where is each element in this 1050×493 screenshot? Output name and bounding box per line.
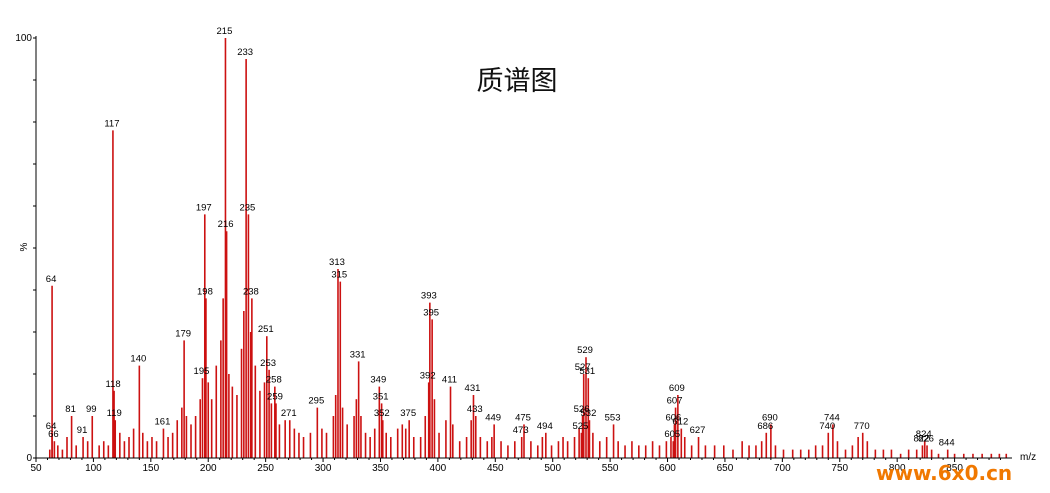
spectrum-peaks bbox=[48, 38, 1008, 458]
y-tick-label-0: 0 bbox=[26, 453, 32, 464]
peak-label-1: 64 bbox=[46, 421, 57, 432]
peak-labels: 6464668191991171181191401611791951971982… bbox=[46, 26, 955, 449]
peak-label-30: 351 bbox=[373, 391, 389, 402]
peak-label-11: 179 bbox=[175, 328, 191, 339]
peak-label-57: 690 bbox=[762, 412, 778, 423]
peak-label-42: 494 bbox=[537, 421, 553, 432]
peak-label-54: 612 bbox=[672, 417, 688, 428]
x-tick-label-16: 850 bbox=[946, 463, 963, 474]
peak-label-32: 375 bbox=[400, 408, 416, 419]
peak-label-20: 251 bbox=[258, 324, 274, 335]
peak-label-8: 119 bbox=[107, 408, 122, 419]
peak-label-62: 824 bbox=[916, 429, 932, 440]
x-tick-label-14: 750 bbox=[831, 463, 848, 474]
peak-label-45: 527 bbox=[575, 362, 591, 373]
x-axis-ticks: 50 100 150 200 250 300 350 400 450 500 550 600 650 70… bbox=[30, 458, 1002, 474]
peak-label-43: 525 bbox=[572, 421, 588, 432]
peak-label-26: 313 bbox=[329, 257, 345, 268]
peak-label-52: 607 bbox=[667, 396, 683, 407]
peak-label-34: 393 bbox=[421, 291, 437, 302]
watermark-text: www.6x0.cn bbox=[876, 461, 1012, 485]
peak-label-38: 433 bbox=[467, 404, 483, 415]
x-tick-label-1: 100 bbox=[85, 463, 102, 474]
peak-label-22: 258 bbox=[266, 375, 282, 386]
peak-label-13: 197 bbox=[196, 202, 212, 213]
peak-label-47: 531 bbox=[579, 366, 595, 377]
peak-label-46: 529 bbox=[577, 345, 593, 356]
x-tick-label-9: 500 bbox=[544, 463, 561, 474]
peak-label-14: 198 bbox=[197, 286, 213, 297]
peak-label-48: 532 bbox=[581, 408, 597, 419]
peak-label-58: 740 bbox=[819, 421, 835, 432]
x-tick-label-11: 600 bbox=[659, 463, 676, 474]
peak-label-44: 526 bbox=[574, 404, 590, 415]
peak-label-41: 475 bbox=[515, 412, 531, 423]
peak-label-12: 195 bbox=[194, 366, 210, 377]
peak-label-36: 411 bbox=[442, 375, 457, 386]
peak-label-18: 235 bbox=[239, 202, 255, 213]
chart-title: 质谱图 bbox=[477, 66, 558, 97]
peak-label-51: 606 bbox=[665, 412, 681, 423]
y-tick-label-1: 100 bbox=[15, 33, 32, 44]
peak-label-63: 826 bbox=[918, 433, 934, 444]
peak-label-55: 627 bbox=[690, 425, 706, 436]
x-tick-label-0: 50 bbox=[30, 463, 42, 474]
peak-label-35: 395 bbox=[423, 307, 439, 318]
peak-label-49: 553 bbox=[605, 412, 621, 423]
x-tick-label-12: 650 bbox=[717, 463, 734, 474]
peak-label-7: 118 bbox=[106, 379, 121, 390]
peak-label-5: 99 bbox=[86, 404, 97, 415]
peak-label-56: 686 bbox=[757, 421, 773, 432]
x-tick-label-8: 450 bbox=[487, 463, 504, 474]
peak-label-16: 216 bbox=[218, 219, 234, 230]
peak-label-25: 295 bbox=[308, 396, 324, 407]
peak-label-3: 81 bbox=[65, 404, 76, 415]
peak-label-33: 392 bbox=[420, 370, 436, 381]
x-tick-label-2: 150 bbox=[142, 463, 159, 474]
x-tick-label-7: 400 bbox=[430, 463, 447, 474]
peak-label-40: 473 bbox=[513, 425, 529, 436]
peak-label-59: 744 bbox=[824, 412, 840, 423]
peak-label-31: 352 bbox=[374, 408, 390, 419]
peak-label-39: 449 bbox=[485, 412, 501, 423]
peak-label-24: 271 bbox=[281, 408, 297, 419]
y-axis-ticks: 0 100 bbox=[15, 33, 36, 464]
peak-label-6: 117 bbox=[104, 118, 119, 129]
x-axis-label: m/z bbox=[1020, 452, 1036, 463]
peak-label-17: 233 bbox=[237, 47, 253, 58]
x-tick-label-6: 350 bbox=[372, 463, 389, 474]
peak-label-50: 605 bbox=[664, 429, 680, 440]
x-tick-label-5: 300 bbox=[315, 463, 332, 474]
peak-label-29: 349 bbox=[370, 375, 386, 386]
peak-label-61: 822 bbox=[914, 433, 930, 444]
y-axis-label: % bbox=[19, 242, 30, 251]
x-tick-label-13: 700 bbox=[774, 463, 791, 474]
x-tick-label-10: 550 bbox=[602, 463, 619, 474]
peak-label-28: 331 bbox=[350, 349, 366, 360]
peak-label-9: 140 bbox=[130, 354, 146, 365]
peak-label-2: 66 bbox=[48, 429, 59, 440]
peak-label-53: 609 bbox=[669, 383, 685, 394]
peak-label-37: 431 bbox=[465, 383, 481, 394]
peak-label-21: 253 bbox=[260, 358, 276, 369]
x-tick-label-15: 800 bbox=[889, 463, 906, 474]
peak-label-0: 64 bbox=[46, 274, 57, 285]
peak-label-10: 161 bbox=[155, 417, 171, 428]
peak-label-60: 770 bbox=[854, 421, 870, 432]
peak-label-4: 91 bbox=[77, 425, 88, 436]
peak-label-23: 259 bbox=[267, 391, 283, 402]
peak-label-64: 844 bbox=[939, 438, 955, 449]
peak-label-19: 238 bbox=[243, 286, 259, 297]
peak-label-27: 315 bbox=[331, 270, 347, 281]
x-tick-label-3: 200 bbox=[200, 463, 217, 474]
x-tick-label-4: 250 bbox=[257, 463, 274, 474]
peak-label-15: 215 bbox=[217, 26, 233, 37]
